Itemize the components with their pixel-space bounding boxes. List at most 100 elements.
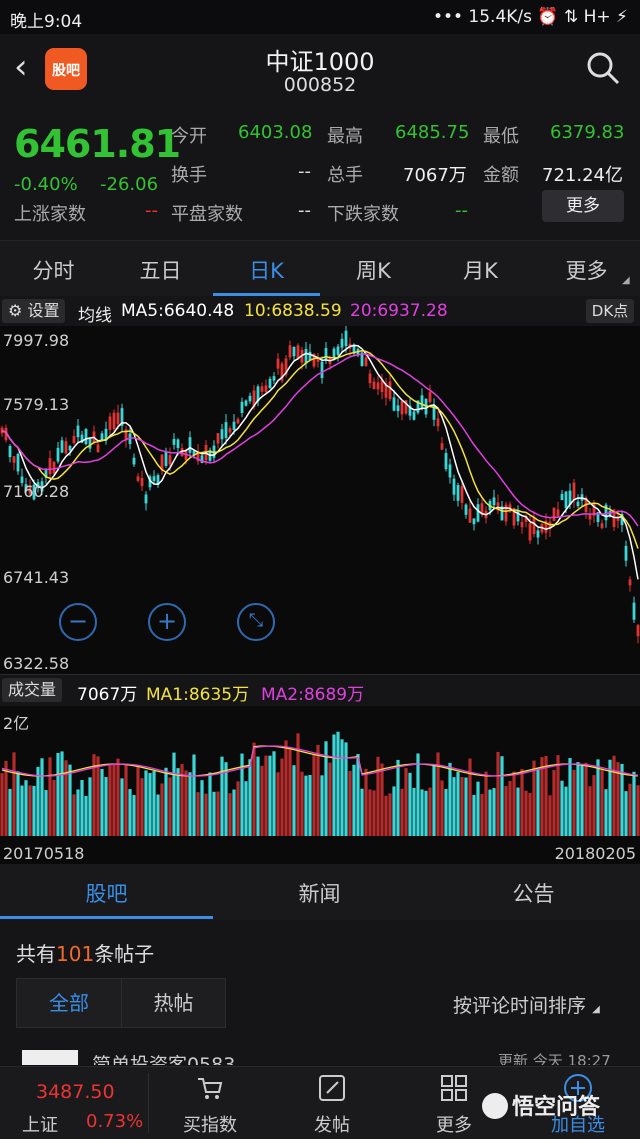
volume-bar-mark (224, 762, 228, 836)
volume-bar-mark (88, 777, 92, 836)
expand-icon[interactable]: ⤡ (237, 603, 275, 641)
candle-body (196, 450, 200, 462)
zoom-in-button[interactable]: + (148, 603, 186, 641)
volume-chart[interactable]: 2亿 20170518 20180205 (0, 706, 640, 864)
more-label: 更多 (436, 1115, 472, 1136)
tab-monthly-k[interactable]: 月K (463, 259, 498, 283)
candle-body (244, 400, 248, 406)
new-post-button[interactable]: 发帖 (284, 1067, 380, 1139)
volume-bar-mark (376, 756, 380, 836)
candlestick-chart[interactable]: 7997.98 7579.13 7160.28 6741.43 6322.58 … (0, 326, 640, 674)
volume-bar-mark (432, 764, 436, 836)
tab-more[interactable]: 更多 (565, 259, 608, 283)
volume-bar-mark (228, 793, 232, 836)
volume-bar-mark (492, 788, 496, 836)
candle-body (416, 400, 420, 413)
volume-bar-mark (128, 789, 132, 836)
candle-body (104, 428, 108, 441)
volume-bar-mark (192, 754, 196, 836)
up-count-label: 上涨家数 (14, 204, 86, 225)
price-tick: 7160.28 (3, 482, 70, 501)
volume-bar-mark (604, 789, 608, 836)
candle-body (80, 434, 84, 443)
wukong-logo-icon (482, 1093, 508, 1119)
settings-button[interactable]: ⚙ 设置 (2, 299, 66, 323)
tab-five-day[interactable]: 五日 (139, 259, 182, 283)
index-name: 上证 (22, 1115, 58, 1136)
divider (148, 1073, 149, 1133)
candle-body (456, 485, 460, 501)
filter-all-button[interactable]: 全部 (16, 978, 122, 1028)
volume-bar-mark (144, 770, 148, 836)
candle-body (544, 520, 548, 533)
volume-bar-mark (312, 754, 316, 836)
buy-index-label: 买指数 (183, 1115, 237, 1136)
add-watchlist-button[interactable]: 加自选 (530, 1067, 626, 1139)
candle-body (192, 450, 196, 456)
filter-hot-button[interactable]: 热帖 (121, 978, 226, 1028)
tab-intraday[interactable]: 分时 (32, 259, 75, 283)
candle-body (560, 493, 564, 501)
candle-body (352, 344, 356, 354)
candle-body (288, 345, 292, 358)
buy-index-button[interactable]: 买指数 (162, 1067, 258, 1139)
ma5-line (1, 344, 639, 580)
candle-body (100, 433, 104, 440)
volume-bar-mark (608, 759, 612, 836)
guba-logo[interactable]: 股吧 (45, 48, 87, 90)
dk-point-button[interactable]: DK点 (586, 299, 634, 323)
candle-body (140, 477, 144, 487)
volume-bar-mark (244, 781, 248, 836)
index-pct: 0.73% (86, 1111, 144, 1132)
volume-bar-mark (300, 771, 304, 836)
post-author[interactable]: 简单投资客0583 (92, 1054, 236, 1065)
index-ticker[interactable]: 3487.50 上证 0.73% (0, 1067, 148, 1139)
candle-body (316, 357, 320, 362)
candle-body (144, 494, 148, 504)
period-tabs: 分时 五日 日K 周K 月K 更多 ◢ (0, 240, 640, 297)
candle-body (228, 428, 232, 433)
zoom-out-button[interactable]: − (59, 603, 97, 641)
candle-body (56, 447, 60, 462)
back-icon[interactable]: ‹ (14, 47, 28, 87)
candle-body (536, 530, 540, 538)
volume-bar-mark (260, 765, 264, 836)
price-tick: 6741.43 (3, 568, 70, 587)
candle-body (624, 545, 628, 561)
volume-bar-mark (372, 790, 376, 836)
candle-body (0, 427, 4, 434)
candle-body (292, 346, 296, 357)
volume-bar-mark (80, 779, 84, 836)
more-quote-button[interactable]: 更多 (542, 190, 624, 222)
candlestick-svg (0, 326, 640, 644)
tab-guba[interactable]: 股吧 (85, 882, 128, 906)
candle-body (408, 405, 412, 416)
volume-bar-mark (296, 733, 300, 836)
ma20-value: 20:6937.28 (350, 301, 448, 321)
volume-bar-mark (212, 791, 216, 836)
avatar[interactable] (22, 1050, 78, 1065)
tab-daily-k[interactable]: 日K (249, 259, 284, 283)
candle-body (236, 419, 240, 424)
volume-value: 7067万 (77, 685, 138, 705)
tab-news[interactable]: 新闻 (298, 882, 341, 906)
volume-bar-mark (508, 781, 512, 836)
post-time: 更新 今天 18:27 (498, 1052, 611, 1065)
volume-bar-mark (396, 759, 400, 836)
search-icon[interactable] (585, 50, 621, 86)
tab-announcements[interactable]: 公告 (512, 882, 555, 906)
volume-bar-mark (472, 794, 476, 836)
volume-bar-mark (184, 770, 188, 836)
candle-body (112, 412, 116, 430)
volume-bar-mark (320, 775, 324, 836)
candle-body (312, 353, 316, 367)
tab-weekly-k[interactable]: 周K (356, 259, 391, 283)
more-button[interactable]: 更多 (406, 1067, 502, 1139)
index-price: 3487.50 (36, 1081, 115, 1103)
quote-panel: 6461.81 -0.40% -26.06 上涨家数 -- 今开 6403.08… (0, 104, 640, 240)
sort-dropdown[interactable]: 按评论时间排序 ◢ (453, 991, 600, 1018)
volume-indicator-button[interactable]: 成交量 (2, 678, 63, 702)
candle-body (392, 397, 396, 411)
bottom-toolbar: 3487.50 上证 0.73% 买指数 发帖 更多 加自选 (0, 1066, 640, 1139)
ma20-line (1, 353, 639, 527)
